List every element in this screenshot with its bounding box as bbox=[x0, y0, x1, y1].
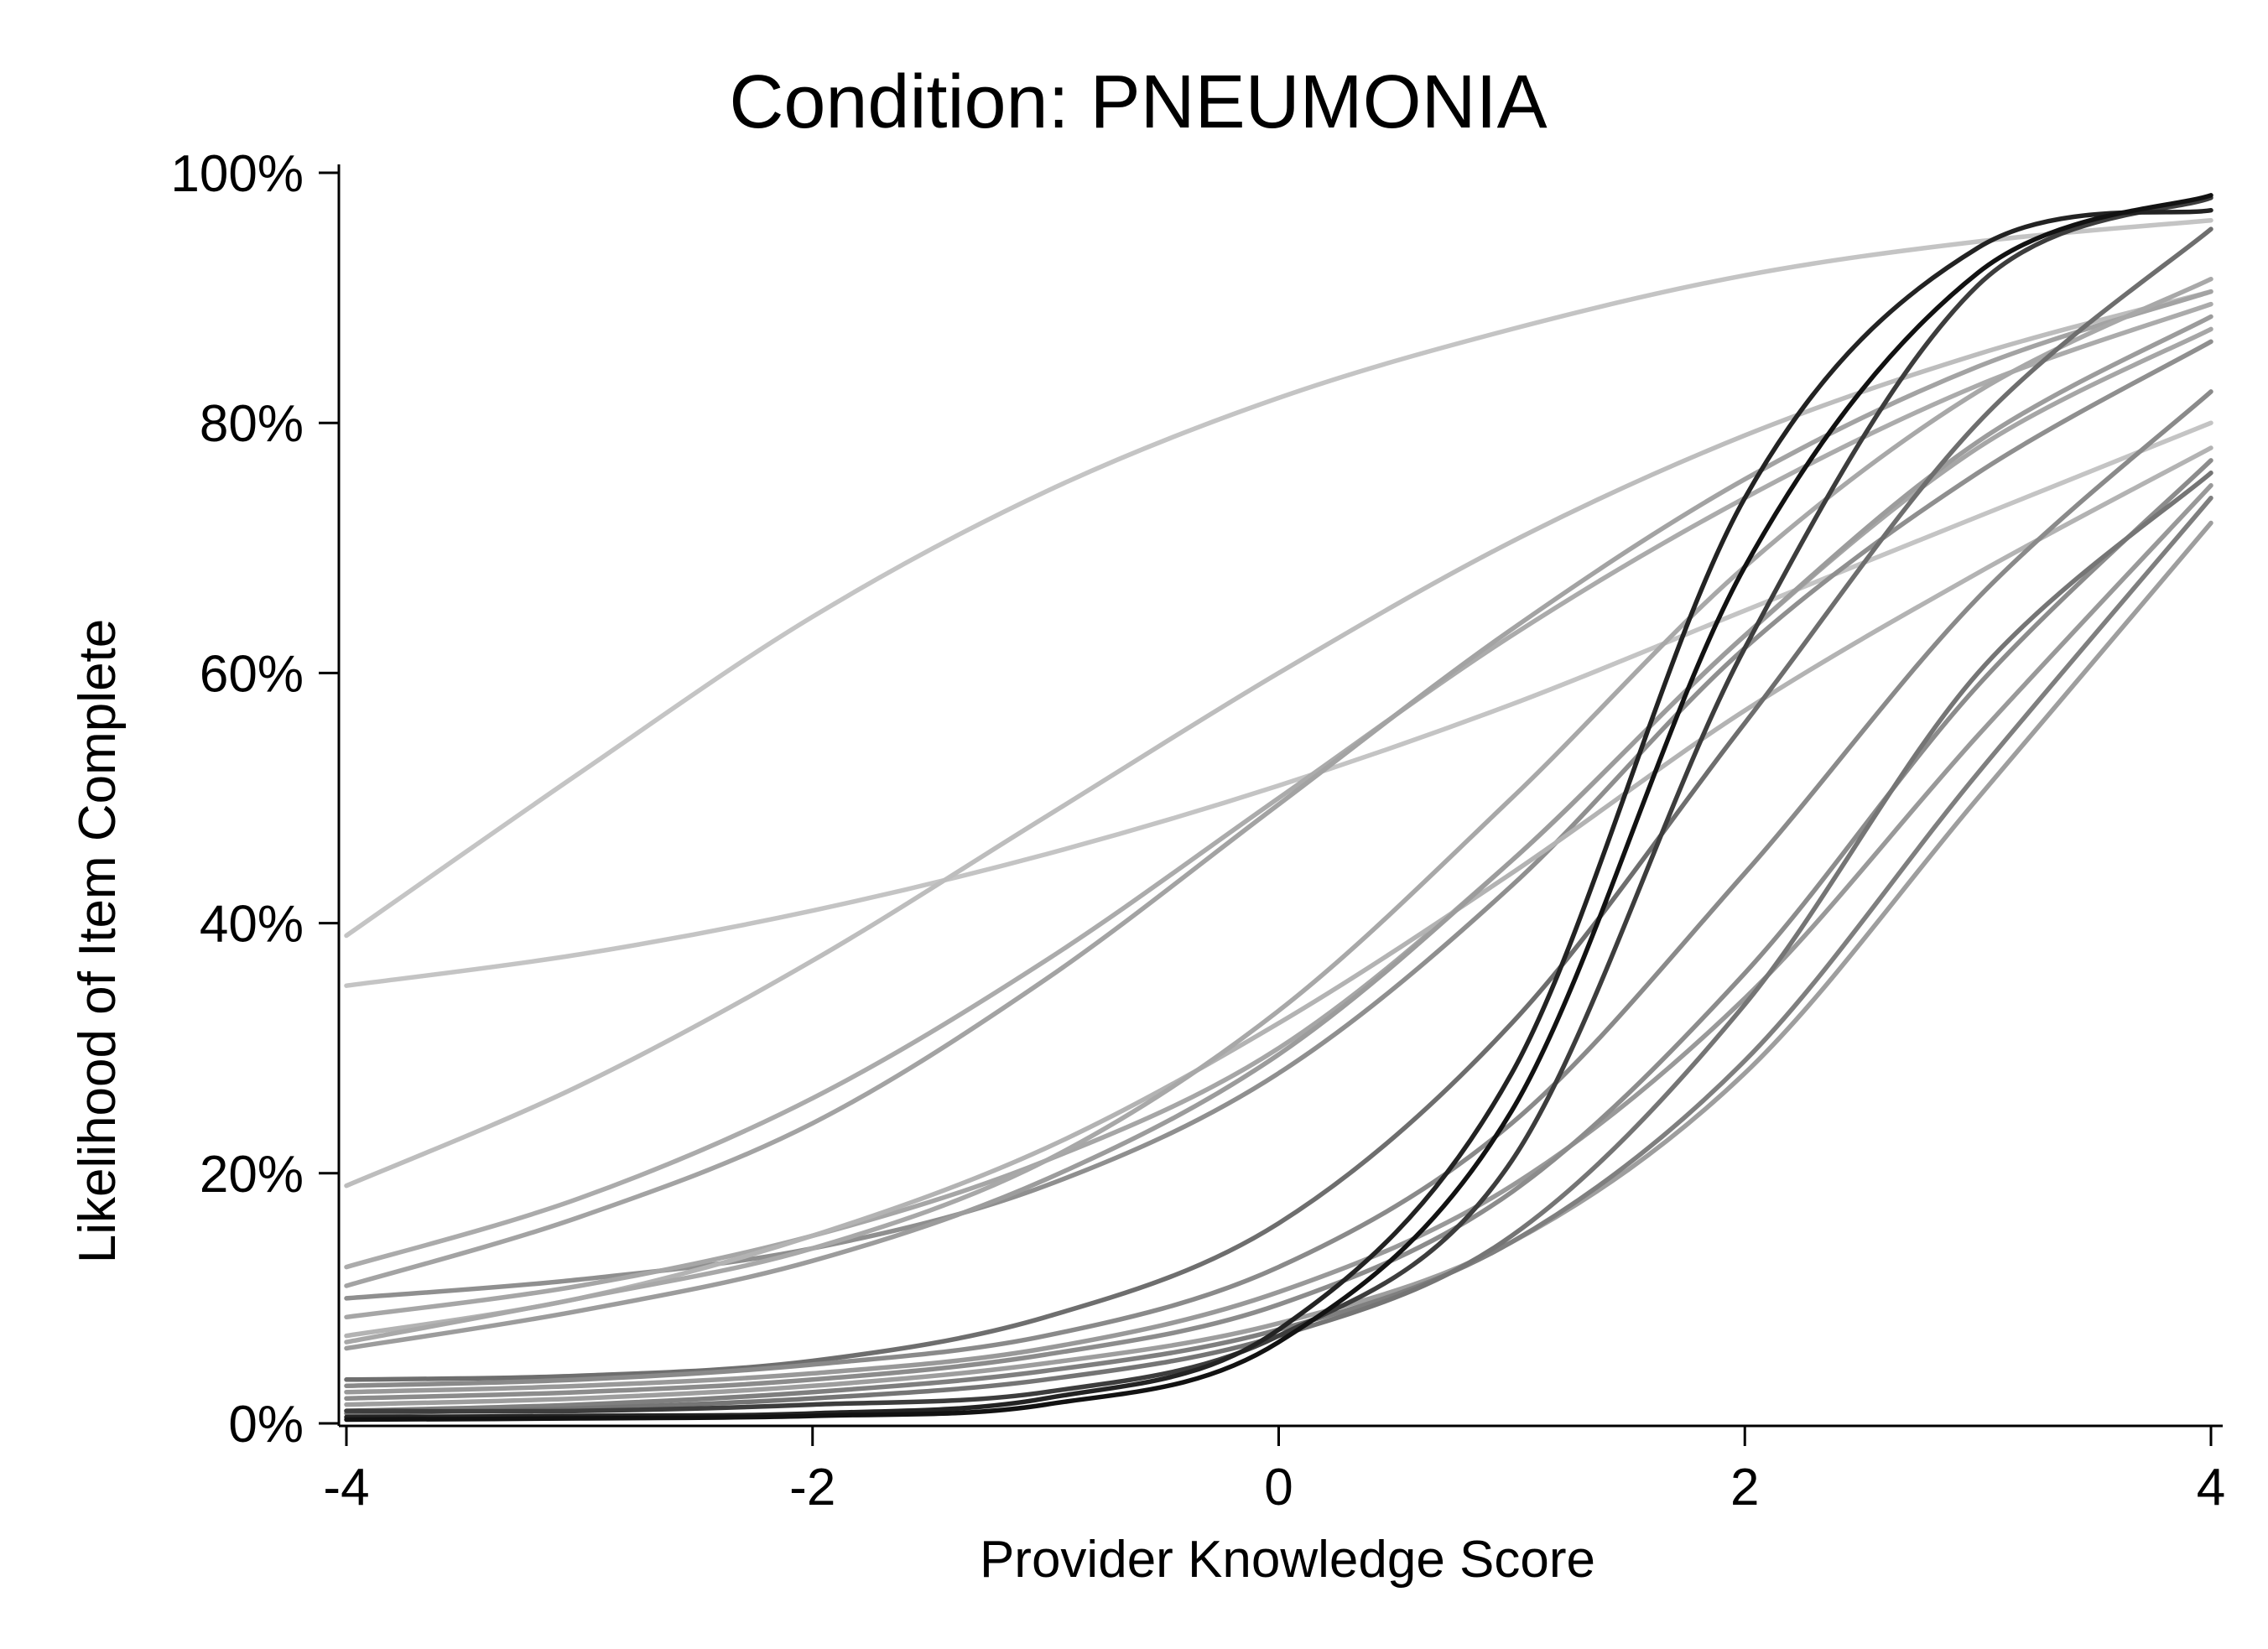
x-tick-label: 4 bbox=[2197, 1459, 2225, 1516]
chart-title: Condition: PNEUMONIA bbox=[729, 60, 1547, 144]
y-tick-label: 20% bbox=[200, 1146, 304, 1204]
y-tick-label: 0% bbox=[228, 1396, 304, 1454]
series-line bbox=[344, 495, 2213, 1413]
y-tick-label: 60% bbox=[200, 645, 304, 703]
x-axis-ticks: -4 -2 0 2 4 bbox=[323, 1426, 2225, 1516]
series-line bbox=[344, 483, 2213, 1395]
series-line bbox=[344, 276, 2213, 1345]
y-tick-label: 40% bbox=[200, 896, 304, 954]
y-tick-label: 100% bbox=[170, 145, 304, 203]
series-line bbox=[344, 226, 2213, 1382]
series-line bbox=[344, 207, 2213, 1420]
y-axis-ticks: 0% 20% 40% 60% 80% 100% bbox=[170, 145, 339, 1454]
series-line bbox=[344, 339, 2213, 1301]
series-line bbox=[344, 193, 2213, 1423]
series-line bbox=[344, 289, 2213, 1189]
x-tick-label: 2 bbox=[1730, 1459, 1759, 1516]
series-line bbox=[344, 195, 2213, 1414]
y-tick-label: 80% bbox=[200, 395, 304, 453]
y-axis-title: Likelihood of Item Complete bbox=[69, 619, 127, 1264]
series-line bbox=[344, 326, 2213, 1320]
series-line bbox=[344, 289, 2213, 1288]
x-tick-label: 0 bbox=[1264, 1459, 1293, 1516]
series-lines bbox=[344, 193, 2213, 1423]
series-line bbox=[344, 314, 2213, 1351]
series-line bbox=[344, 445, 2213, 1339]
series-line bbox=[344, 471, 2213, 1416]
series-line bbox=[344, 217, 2213, 939]
series-line bbox=[344, 420, 2213, 988]
x-tick-label: -2 bbox=[789, 1459, 835, 1516]
x-tick-label: -4 bbox=[323, 1459, 369, 1516]
series-line bbox=[344, 301, 2213, 1270]
x-axis-title: Provider Knowledge Score bbox=[980, 1531, 1595, 1589]
series-line bbox=[344, 389, 2213, 1389]
